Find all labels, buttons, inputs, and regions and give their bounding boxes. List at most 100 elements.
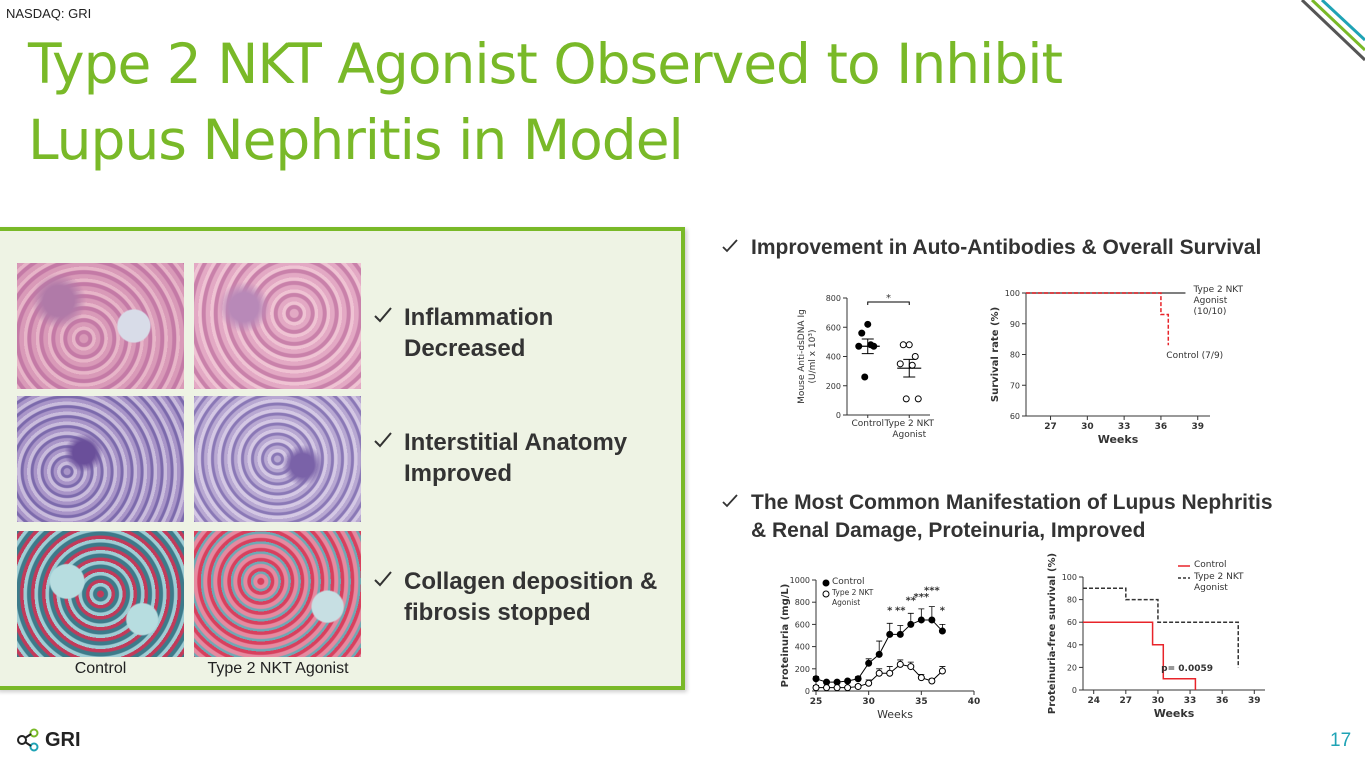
data-point: [928, 677, 936, 685]
image-caption: Type 2 NKT Agonist: [207, 660, 349, 677]
data-point: [861, 373, 869, 381]
error-bar: [903, 358, 916, 378]
data-point: [938, 667, 946, 675]
data-point: [896, 360, 904, 368]
bullet-text: Collagen deposition & fibrosis stopped: [404, 568, 658, 626]
data-point: [914, 395, 922, 403]
y-tick-label: 0: [836, 411, 841, 420]
data-point: [907, 663, 915, 671]
histology-image: [17, 263, 184, 389]
annotation: **: [906, 595, 917, 606]
checkmark: [374, 307, 392, 323]
x-tick-label: 36: [1155, 422, 1168, 432]
y-axis-label: (U/ml x 10³): [808, 329, 818, 383]
data-point: [886, 630, 894, 638]
logo-text: GRI: [45, 728, 81, 751]
label-box: Control: [1194, 560, 1227, 570]
y-tick-label: 80: [1010, 351, 1020, 360]
y-tick-label: 200: [795, 665, 810, 674]
data-point: [905, 341, 913, 349]
annotation: *: [887, 605, 893, 616]
y-tick-label: 40: [1067, 641, 1077, 650]
data-point: [823, 684, 831, 692]
y-tick-label: 200: [826, 382, 841, 391]
x-tick-label: 36: [1216, 696, 1229, 706]
x-tick-label: 30: [1081, 422, 1094, 432]
y-tick-label: 70: [1010, 381, 1020, 390]
series-line: [1083, 621, 1197, 690]
label-box: Control: [832, 577, 865, 587]
x-axis-label: Weeks: [877, 708, 913, 721]
data-point: [812, 675, 820, 683]
data-point: [844, 677, 852, 685]
x-axis-label: Weeks: [1098, 433, 1139, 446]
significance-bracket: [867, 301, 910, 305]
data-point: [911, 353, 919, 360]
data-point: [938, 627, 946, 635]
label: Type 2 NKT Agonist: [1194, 572, 1244, 593]
y-tick-label: 60: [1067, 618, 1077, 627]
y-tick-label: 600: [795, 620, 810, 629]
x-tick-label: 33: [1118, 422, 1131, 432]
x-tick-label: 39: [1191, 422, 1204, 432]
label-box: Control: [851, 419, 885, 429]
data-point: [896, 660, 904, 668]
annotation: *: [940, 605, 946, 616]
y-tick-label: 20: [1067, 663, 1077, 672]
y-axis-label: Proteinuria (mg/L): [780, 584, 791, 688]
checkmark: [374, 571, 392, 587]
data-point: [875, 650, 883, 658]
data-point: [864, 320, 872, 328]
y-tick-label: 400: [795, 643, 810, 652]
page-number: 17: [1330, 730, 1352, 751]
x-tick-label: 25: [810, 697, 823, 707]
x-tick-label: 27: [1120, 696, 1133, 706]
data-point: [854, 683, 862, 691]
data-point: [886, 669, 894, 677]
bullet-text: Inflammation Decreased: [404, 304, 554, 362]
chart: 0 20 40 60 80 100 24 27 30 33 36 39 Proteinuria-free…: [1047, 553, 1265, 720]
y-tick-label: 800: [826, 294, 841, 303]
y-tick-label: 1000: [790, 576, 810, 585]
x-tick-label: 27: [1044, 422, 1057, 432]
data-point: [928, 616, 936, 624]
annotation: p= 0.0059: [1161, 664, 1213, 674]
logo: GRI: [16, 727, 81, 753]
legend-marker: [822, 590, 830, 598]
series-line: [1083, 587, 1239, 668]
ticker: NASDAQ: GRI: [6, 6, 92, 21]
x-tick-label: 24: [1087, 696, 1100, 706]
data-point: [865, 679, 873, 687]
data-point: [907, 620, 915, 628]
checkmark: [722, 494, 738, 508]
label-box: Control (7/9): [1166, 351, 1224, 362]
x-tick-label: 33: [1184, 696, 1197, 706]
label: Type 2 NKT Agonist: [884, 419, 935, 440]
data-point: [875, 669, 883, 677]
corner-decoration: [1300, 0, 1365, 62]
data-point: [896, 630, 904, 638]
chart: 60 70 80 90 100 27 30 33 36 39 Survival rate (%) We…: [990, 285, 1244, 446]
checkmark: [722, 239, 738, 253]
data-point: [917, 616, 925, 624]
y-tick-label: 400: [826, 353, 841, 362]
chart: 0 200 400 600 800 1000 25 30 35 40 Proteinuria (mg…: [780, 576, 981, 721]
histology-image: [194, 531, 361, 657]
x-tick-label: 35: [915, 697, 928, 707]
data-point: [858, 329, 866, 337]
data-point: [867, 341, 875, 349]
x-axis-label: Weeks: [1154, 707, 1195, 720]
image-caption: Control: [74, 660, 127, 677]
label: Control: [851, 419, 885, 429]
label-box: Type 2 NKT Agonist: [832, 588, 873, 607]
y-tick-label: 0: [805, 687, 810, 696]
y-tick-label: 600: [826, 323, 841, 332]
y-axis-label: Survival rate (%): [990, 307, 1001, 402]
x-tick-label: 40: [968, 697, 981, 707]
label: Type 2 NKT Agonist (10/10): [1193, 285, 1244, 317]
label: Control (7/9): [1166, 351, 1224, 362]
histology-image: [194, 396, 361, 522]
x-tick-label: 30: [1152, 696, 1165, 706]
annotation: ***: [913, 592, 929, 603]
